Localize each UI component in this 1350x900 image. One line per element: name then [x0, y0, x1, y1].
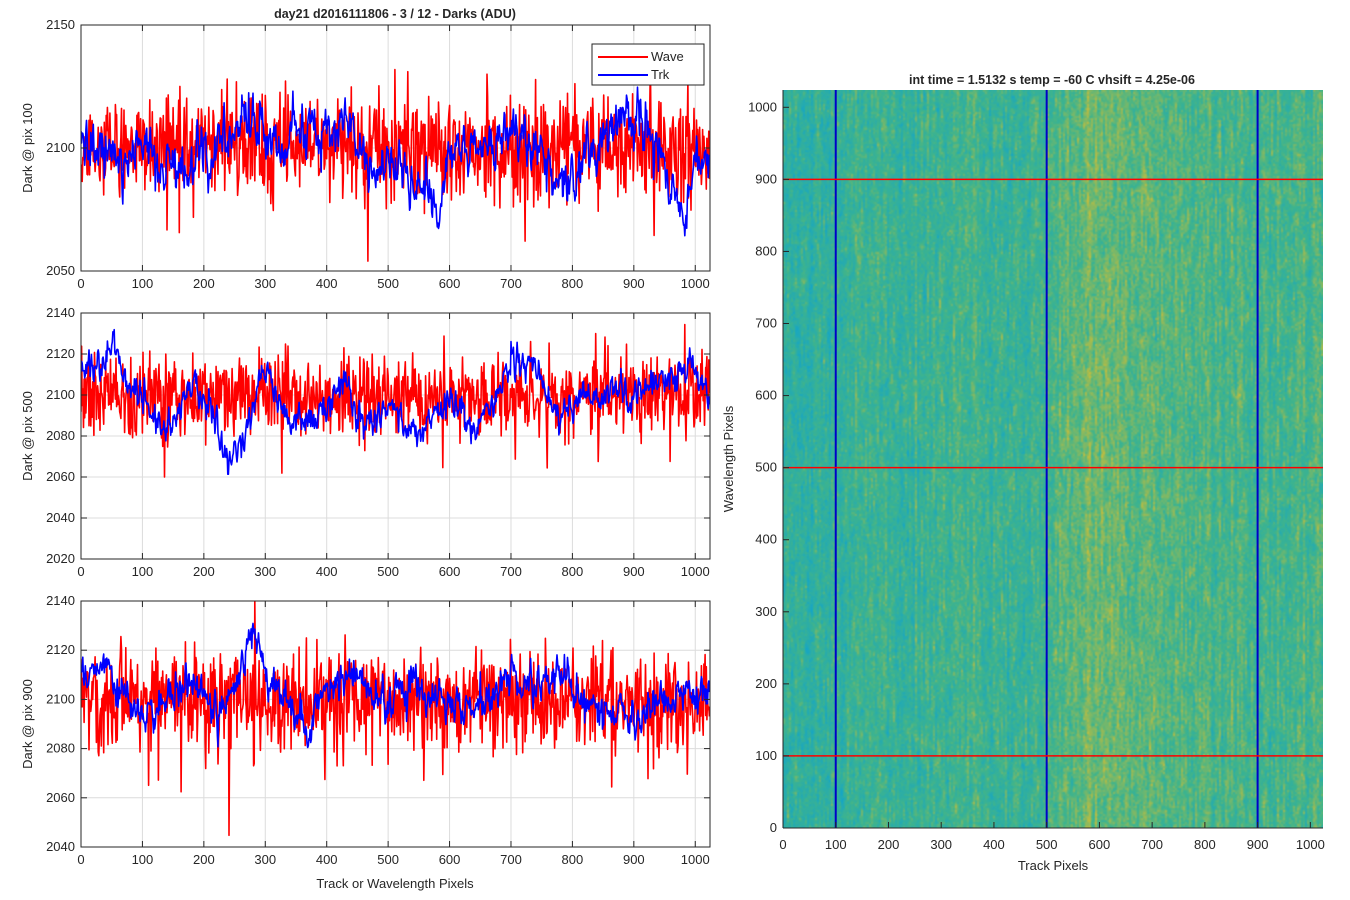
x-tick-label: 0 — [77, 852, 84, 867]
series-line-trk — [81, 622, 710, 749]
y-tick-label: 2140 — [46, 305, 75, 320]
series-line-trk — [81, 328, 710, 476]
axes-box — [80, 600, 711, 848]
x-tick-label: 600 — [439, 564, 461, 579]
x-tick-label: 900 — [623, 852, 645, 867]
y-tick-label: 500 — [755, 460, 777, 475]
x-tick-label: 0 — [77, 564, 84, 579]
x-tick-label: 600 — [439, 852, 461, 867]
y-tick-label: 2140 — [46, 593, 75, 608]
x-tick-label: 100 — [825, 837, 847, 852]
heatmap-title: int time = 1.5132 s temp = -60 C vhsift … — [909, 73, 1195, 87]
x-tick-label: 400 — [316, 564, 338, 579]
y-tick-label: 600 — [755, 388, 777, 403]
x-tick-label: 600 — [1089, 837, 1111, 852]
x-tick-label: 400 — [316, 276, 338, 291]
x-tick-label: 0 — [77, 276, 84, 291]
x-tick-label: 900 — [623, 564, 645, 579]
y-tick-label: 2100 — [46, 691, 75, 706]
y-tick-label: 900 — [755, 171, 777, 186]
series-line-wave — [81, 61, 710, 262]
legend-box — [591, 43, 705, 86]
y-tick-label: 2050 — [46, 263, 75, 278]
x-tick-label: 800 — [562, 276, 584, 291]
x-tick-label: 800 — [1194, 837, 1216, 852]
x-tick-label: 900 — [1247, 837, 1269, 852]
x-tick-label: 0 — [779, 837, 786, 852]
heatmap-dark-frame: 0 100 200 300 400 500 600 700 800 900 1000 0 100 200 3… — [721, 90, 1325, 873]
x-tick-label: 500 — [377, 852, 399, 867]
y-tick-label: 200 — [755, 676, 777, 691]
x-axis-label: Track Pixels — [1018, 858, 1089, 873]
x-tick-label: 900 — [623, 276, 645, 291]
x-tick-label: 300 — [254, 852, 276, 867]
y-tick-label: 800 — [755, 243, 777, 258]
y-tick-label: 2060 — [46, 469, 75, 484]
x-tick-label: 500 — [377, 276, 399, 291]
x-tick-label: 100 — [132, 852, 154, 867]
y-axis-label: Wavelength Pixels — [721, 405, 736, 512]
y-tick-label: 2040 — [46, 510, 75, 525]
y-tick-label: 1000 — [748, 99, 777, 114]
plot-dark-pix-500: 2020 2040 2060 2080 2100 2120 2140 0 100 200 300 40… — [20, 305, 711, 579]
y-tick-label: 0 — [770, 820, 777, 835]
legend-wave-label: Wave — [651, 49, 684, 64]
y-tick-label: 2120 — [46, 642, 75, 657]
y-tick-label: 300 — [755, 604, 777, 619]
y-tick-label: 2020 — [46, 551, 75, 566]
x-tick-label: 1000 — [681, 852, 710, 867]
shared-x-axis-label: Track or Wavelength Pixels — [316, 876, 474, 891]
x-tick-label: 700 — [500, 852, 522, 867]
x-tick-label: 200 — [193, 564, 215, 579]
x-tick-label: 400 — [983, 837, 1005, 852]
series-line-trk — [81, 86, 710, 237]
x-tick-label: 800 — [562, 852, 584, 867]
y-tick-label: 100 — [755, 748, 777, 763]
x-tick-label: 200 — [878, 837, 900, 852]
y-tick-label: 2080 — [46, 741, 75, 756]
x-tick-label: 300 — [930, 837, 952, 852]
x-tick-label: 800 — [562, 564, 584, 579]
x-tick-label: 300 — [254, 276, 276, 291]
x-tick-label: 200 — [193, 276, 215, 291]
x-tick-label: 500 — [377, 564, 399, 579]
series-line-wave — [81, 323, 710, 478]
heatmap-image — [783, 90, 1323, 828]
legend: Wave Trk — [591, 43, 705, 86]
left-figure-title: day21 d2016111806 - 3 / 12 - Darks (ADU) — [274, 7, 516, 21]
y-tick-label: 2100 — [46, 140, 75, 155]
x-tick-label: 1000 — [1296, 837, 1325, 852]
y-tick-label: 2100 — [46, 387, 75, 402]
x-tick-label: 600 — [439, 276, 461, 291]
y-tick-label: 2060 — [46, 790, 75, 805]
plot-dark-pix-900: 2040 2060 2080 2100 2120 2140 0 100 200 300 400 500… — [20, 593, 711, 867]
x-tick-label: 100 — [132, 276, 154, 291]
x-tick-label: 1000 — [681, 276, 710, 291]
y-tick-label: 2040 — [46, 839, 75, 854]
y-tick-label: 2120 — [46, 346, 75, 361]
x-tick-label: 400 — [316, 852, 338, 867]
y-axis-label: Dark @ pix 100 — [20, 103, 35, 193]
x-tick-label: 700 — [500, 276, 522, 291]
y-tick-label: 400 — [755, 532, 777, 547]
y-axis-label: Dark @ pix 500 — [20, 391, 35, 481]
y-tick-label: 700 — [755, 316, 777, 331]
x-tick-label: 100 — [132, 564, 154, 579]
x-tick-label: 300 — [254, 564, 276, 579]
x-tick-label: 1000 — [681, 564, 710, 579]
legend-trk-label: Trk — [651, 67, 670, 82]
x-tick-label: 700 — [500, 564, 522, 579]
x-tick-label: 700 — [1141, 837, 1163, 852]
x-tick-label: 500 — [1036, 837, 1058, 852]
y-tick-label: 2150 — [46, 17, 75, 32]
y-tick-label: 2080 — [46, 428, 75, 443]
x-tick-label: 200 — [193, 852, 215, 867]
y-axis-label: Dark @ pix 900 — [20, 679, 35, 769]
